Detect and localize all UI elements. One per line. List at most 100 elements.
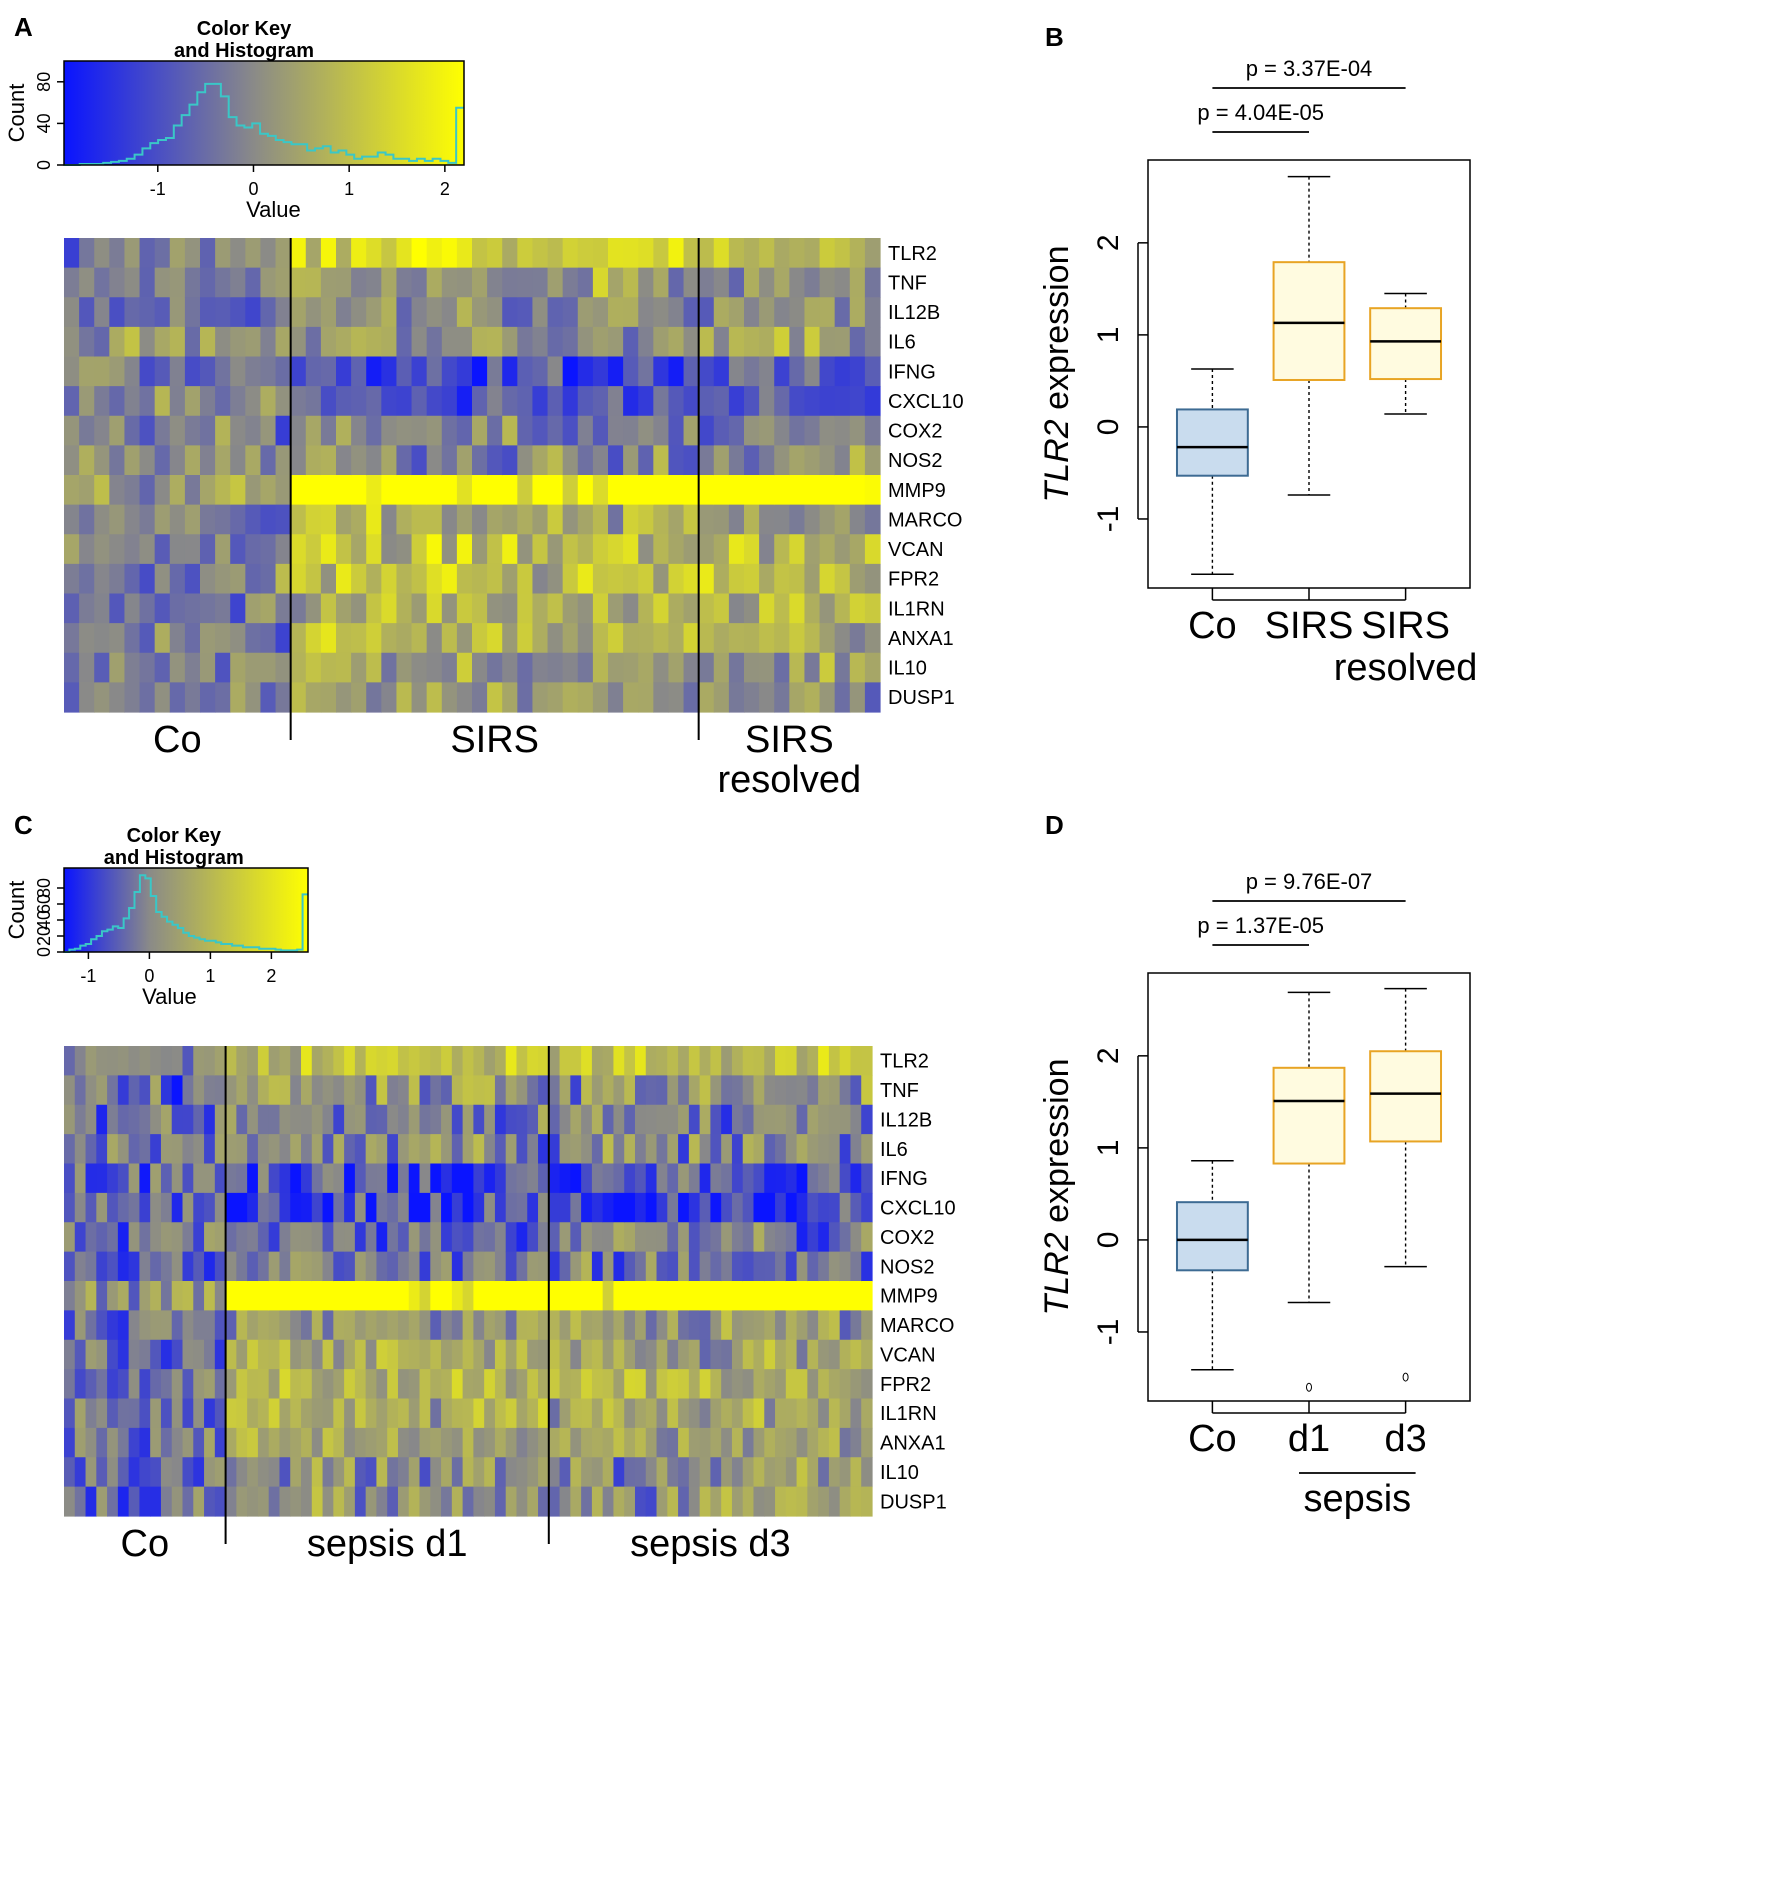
heat-c-heat-cell: [354, 1339, 367, 1370]
heat-a-heat-cell: [532, 534, 549, 565]
heat-c-heat-cell: [731, 1075, 744, 1106]
heat-c-heat-cell: [527, 1339, 539, 1370]
heat-c-heat-cell: [548, 1281, 561, 1311]
heat-a-heat-cell: [728, 504, 745, 535]
heat-c-heat-cell: [624, 1104, 636, 1135]
heat-c-heat-cell: [301, 1398, 313, 1429]
heat-c-heat-cell: [193, 1339, 205, 1370]
heat-a-heat-cell: [426, 356, 443, 387]
heat-a-heat-cell: [260, 534, 277, 565]
heat-c-heat-cell: [139, 1398, 151, 1429]
heat-a-heat-cell: [169, 326, 186, 358]
heat-c-heat-cell: [796, 1339, 808, 1370]
heat-a-heat-cell: [351, 475, 367, 506]
heat-c-heat-cell: [731, 1281, 744, 1311]
heat-c-heat-cell: [419, 1369, 431, 1400]
heat-c-heat-cell: [333, 1075, 345, 1106]
heat-c-heat-cell: [591, 1281, 604, 1311]
heat-a-heat-cell: [562, 297, 579, 328]
heat-c-heat-cell: [408, 1427, 421, 1458]
heat-a-heat-cell: [290, 445, 307, 476]
heat-c-heat-cell: [516, 1427, 528, 1458]
heat-c-heat-cell: [117, 1427, 130, 1458]
heat-a-heat-cell: [668, 682, 685, 713]
heat-c-heat-cell: [678, 1427, 690, 1458]
heat-a-heat-cell: [169, 593, 186, 624]
heat-a-heat-cell: [608, 445, 624, 476]
heat-a-heat-cell: [864, 563, 881, 595]
heat-c-heat-cell: [150, 1104, 162, 1135]
heat-c-heat-cell: [85, 1339, 97, 1370]
heat-a-heat-cell: [305, 386, 322, 417]
heat-c-heat-cell: [430, 1457, 442, 1488]
heat-a-heat-cell: [623, 652, 639, 683]
heat-c-heat-cell: [484, 1339, 496, 1370]
heat-a-heat-cell: [290, 267, 307, 298]
heat-a-heat-cell: [608, 593, 624, 624]
heat-c-heat-cell: [731, 1163, 744, 1194]
box-b-ytick-label: 2: [1092, 234, 1125, 251]
heat-c-heat-cell: [678, 1369, 690, 1400]
box-d-outlier-point: [1402, 1372, 1409, 1382]
heat-a-heat-cell: [94, 682, 110, 713]
heat-c-heat-cell: [441, 1192, 453, 1223]
heat-c-heat-cell: [645, 1339, 658, 1370]
heat-c-heat-cell: [354, 1281, 367, 1311]
heat-c-heat-cell: [505, 1163, 518, 1194]
heat-a-gene-label: IL10: [888, 658, 927, 680]
heat-c-heat-cell: [96, 1134, 108, 1165]
heat-a-heat-cell: [502, 652, 518, 683]
heat-c-heat-cell: [570, 1339, 582, 1370]
heat-c-heat-cell: [839, 1369, 852, 1400]
heat-a-heat-cell: [320, 356, 337, 387]
heat-c-heat-cell: [656, 1251, 668, 1282]
heat-a-heat-cell: [200, 504, 216, 535]
heat-c-heat-cell: [193, 1163, 205, 1194]
heat-c-heat-cell: [344, 1398, 356, 1429]
heat-c-heat-cell: [538, 1192, 550, 1223]
heat-a-heat-cell: [532, 326, 549, 358]
heat-a-heat-cell: [154, 593, 171, 624]
heat-c-heat-cell: [139, 1310, 151, 1341]
heat-c-heat-cell: [290, 1310, 302, 1341]
heat-a-heat-cell: [441, 652, 458, 683]
heat-c-heat-cell: [441, 1075, 453, 1106]
heat-a-heat-cell: [64, 475, 80, 506]
heat-a-heat-cell: [668, 623, 685, 654]
heat-c-heat-cell: [624, 1398, 636, 1429]
heat-a-heat-cell: [184, 682, 201, 713]
heat-c-heat-cell: [397, 1251, 410, 1282]
heat-a-heat-cell: [351, 297, 367, 328]
heat-a-heat-cell: [456, 356, 473, 387]
heat-a-heat-cell: [169, 267, 186, 298]
heat-c-heat-cell: [225, 1192, 237, 1223]
heat-c-heat-cell: [430, 1222, 442, 1253]
heat-a-heat-cell: [245, 563, 262, 595]
heat-c-heat-cell: [387, 1486, 399, 1517]
heat-a-heat-cell: [230, 297, 246, 328]
heat-a-heat-cell: [547, 386, 564, 417]
heat-a-heat-cell: [608, 682, 624, 713]
heat-a-heat-cell: [215, 563, 231, 595]
heat-c-heat-cell: [656, 1075, 668, 1106]
heat-a-heat-cell: [608, 415, 624, 446]
heat-a-heat-cell: [562, 504, 579, 535]
heat-c-heat-cell: [656, 1192, 668, 1223]
heat-c-heat-cell: [850, 1457, 862, 1488]
heat-c-heat-cell: [527, 1075, 539, 1106]
heat-c-heat-cell: [839, 1251, 852, 1282]
heat-a-heat-cell: [154, 297, 171, 328]
heat-c-heat-cell: [516, 1222, 528, 1253]
heat-a-heat-cell: [396, 445, 413, 476]
heat-c-heat-cell: [419, 1075, 431, 1106]
heat-c-heat-cell: [333, 1046, 345, 1076]
heat-c-heat-cell: [214, 1398, 227, 1429]
heat-c-heat-cell: [505, 1310, 518, 1341]
heat-a-heat-cell: [804, 445, 821, 476]
heat-a-heat-cell: [154, 238, 171, 269]
heat-c-gene-label: COX2: [880, 1227, 934, 1249]
heat-a-heat-cell: [502, 445, 518, 476]
heat-c-gene-label: MMP9: [880, 1286, 938, 1308]
heat-a-heat-cell: [411, 504, 428, 535]
heat-a-heat-cell: [169, 652, 186, 683]
